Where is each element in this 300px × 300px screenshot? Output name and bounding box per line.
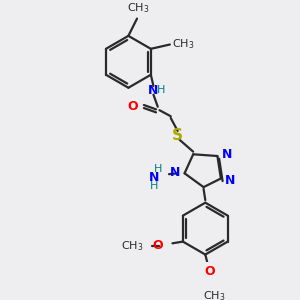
Text: O: O <box>127 100 138 113</box>
Text: N: N <box>148 84 159 97</box>
Text: CH$_3$: CH$_3$ <box>203 289 225 300</box>
Text: H: H <box>157 85 165 95</box>
Text: H: H <box>154 164 162 174</box>
Text: N: N <box>222 148 232 161</box>
Text: N: N <box>170 166 180 179</box>
Text: CH$_3$: CH$_3$ <box>127 1 149 15</box>
Text: CH$_3$: CH$_3$ <box>172 38 195 51</box>
Text: N: N <box>149 171 160 184</box>
Text: CH$_3$: CH$_3$ <box>122 239 144 253</box>
Text: O: O <box>204 265 215 278</box>
Text: N: N <box>225 174 236 187</box>
Text: O: O <box>152 239 163 252</box>
Text: S: S <box>172 128 183 143</box>
Text: H: H <box>150 181 158 191</box>
